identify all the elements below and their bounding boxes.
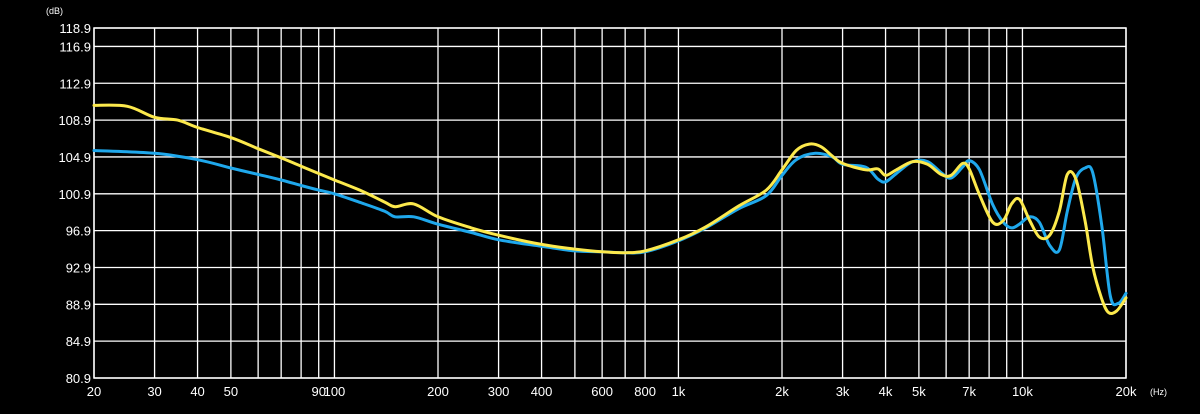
x-tick-label: 100	[324, 384, 346, 399]
y-tick-label: 116.9	[59, 39, 91, 54]
x-tick-label: 90	[311, 384, 325, 399]
x-tick-label: 10k	[1012, 384, 1033, 399]
x-tick-label: 7k	[962, 384, 976, 399]
x-tick-label: 4k	[879, 384, 893, 399]
y-tick-label: 84.9	[66, 334, 91, 349]
x-tick-label: 20k	[1116, 384, 1137, 399]
x-tick-label: 3k	[836, 384, 850, 399]
y-tick-label: 88.9	[66, 297, 91, 312]
x-tick-label: 1k	[672, 384, 686, 399]
y-tick-label: 92.9	[66, 260, 91, 275]
y-tick-label: 112.9	[59, 76, 91, 91]
x-tick-label: 2k	[775, 384, 789, 399]
series-line-yellow	[92, 103, 1128, 316]
series-layer	[92, 103, 1128, 316]
x-tick-label: 20	[87, 384, 101, 399]
x-tick-label: 300	[488, 384, 510, 399]
x-tick-label: 800	[634, 384, 656, 399]
y-tick-label: 96.9	[66, 224, 91, 239]
x-tick-label: 600	[591, 384, 613, 399]
x-tick-label: 400	[531, 384, 553, 399]
x-tick-label: 40	[190, 384, 204, 399]
x-tick-label: 50	[224, 384, 238, 399]
y-tick-labels: 118.9 116.9 112.9 108.9 104.9 100.9 96.9 92.9 88…	[58, 21, 91, 386]
x-tick-label: 5k	[912, 384, 926, 399]
y-tick-label: 100.9	[58, 187, 91, 202]
y-tick-label: 118.9	[59, 21, 91, 36]
plot-frame	[93, 27, 1127, 379]
x-tick-label: 30	[147, 384, 161, 399]
x-unit-label: (Hz)	[1150, 387, 1167, 397]
y-tick-label: 104.9	[58, 150, 91, 165]
y-unit-label: (dB)	[46, 6, 63, 16]
y-tick-label: 108.9	[58, 113, 91, 128]
x-tick-label: 200	[427, 384, 449, 399]
y-tick-label: 80.9	[66, 371, 91, 386]
